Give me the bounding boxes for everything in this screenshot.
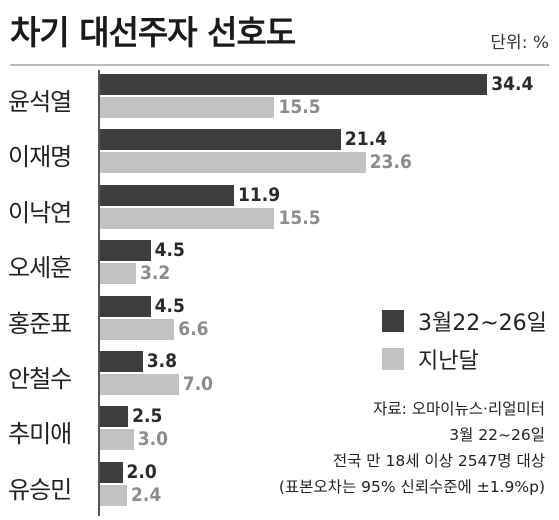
chart-title: 차기 대선주자 선호도 [10,13,296,52]
unit-label: 단위: % [490,33,549,53]
value-label-previous: 3.0 [137,428,169,451]
bar-current [100,240,151,262]
category-label: 유승민 [8,475,72,504]
value-label-current: 4.5 [154,239,185,262]
value-label-current: 11.9 [237,183,281,206]
value-label-previous: 15.5 [278,96,321,118]
note-period: 3월 22~26일 [449,426,545,444]
category-label: 안철수 [8,365,72,393]
bar-current [100,461,123,483]
value-label-current: 3.8 [146,350,178,372]
note-source: 자료: 오마이뉴스·리얼미터 [373,400,545,418]
bar-current [100,129,341,151]
legend-item-previous: 지난달 [382,340,547,378]
category-label: 오세훈 [8,254,72,283]
value-label-previous: 6.6 [178,317,209,340]
bar-previous [100,152,366,174]
legend-label-current: 3월22~26일 [418,311,547,336]
value-label-previous: 7.0 [182,373,214,395]
legend-swatch-current [382,310,404,332]
value-label-current: 34.4 [491,73,534,95]
note-sample: 전국 만 18세 이상 2547명 대상 [332,452,545,470]
bar-current [100,351,143,372]
y-axis-line [98,70,100,516]
bar-current [100,184,234,206]
category-label: 이재명 [8,143,72,172]
legend-label-previous: 지난달 [418,349,479,374]
value-label-previous: 23.6 [369,151,412,174]
category-label: 추미애 [8,420,72,449]
category-label: 윤석열 [8,88,72,116]
bar-previous [100,484,128,506]
title-divider [10,64,549,66]
value-label-previous: 2.4 [131,483,162,506]
bar-current [100,295,151,317]
source-notes: 자료: 오마이뉴스·리얼미터 3월 22~26일 전국 만 18세 이상 254… [279,396,545,500]
bar-previous [100,429,134,451]
category-label: 이낙연 [8,198,72,227]
note-margin: (표본오차는 95% 신뢰수준에 ±1.9%p) [278,478,545,496]
value-label-previous: 3.2 [140,262,171,285]
bar-previous [100,263,137,285]
legend-item-current: 3월22~26일 [382,302,547,340]
bar-previous [100,207,275,229]
bar-current [100,406,129,428]
value-label-current: 21.4 [344,128,388,151]
value-label-current: 2.0 [126,460,157,483]
bar-previous [100,318,175,340]
bar-current [100,74,488,95]
value-label-previous: 15.5 [278,206,321,229]
value-label-current: 4.5 [154,294,185,317]
bar-previous [100,374,179,395]
legend: 3월22~26일 지난달 [382,302,547,378]
legend-swatch-previous [382,348,404,370]
value-label-current: 2.5 [132,405,163,428]
bar-previous [100,97,275,118]
category-label: 홍준표 [8,309,72,338]
